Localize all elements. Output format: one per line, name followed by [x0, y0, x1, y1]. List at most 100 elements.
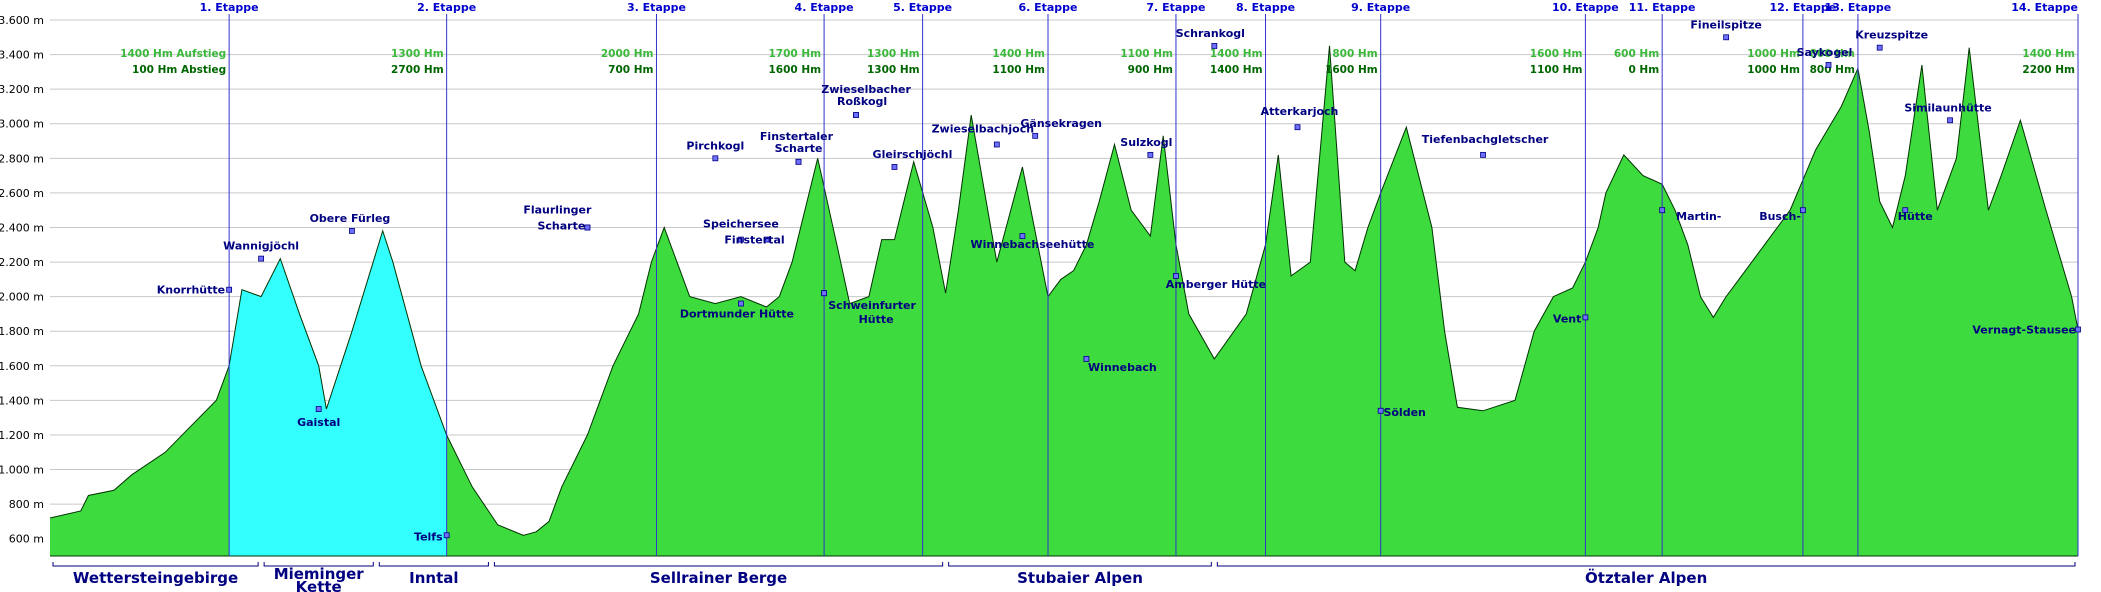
place-label: Obere Fürleg	[310, 212, 391, 225]
y-tick-label: 3.600 m	[0, 14, 44, 27]
stage-height-labels: 1400 Hm Aufstieg 100 Hm Abstieg 1300 Hm 270…	[120, 48, 2075, 76]
region-label: Sellrainer Berge	[650, 569, 787, 587]
place-labels: Knorrhütte Wannigjöchl Obere Fürleg Gaistal…	[157, 18, 2076, 543]
y-tick-label: 1.400 m	[0, 394, 44, 407]
place-marker	[1825, 62, 1832, 68]
place-marker	[1294, 124, 1301, 131]
stage-label: 9. Etappe	[1351, 1, 1410, 14]
region-label: Wettersteingebirge	[73, 569, 238, 587]
place-marker	[2075, 326, 2081, 333]
stage-descent-label: 1000 Hm	[1747, 64, 1800, 76]
stage-descent-label: 700 Hm	[608, 64, 653, 76]
place-marker	[1019, 233, 1026, 240]
stage-label: 11. Etappe	[1629, 1, 1696, 14]
stage-descent-label: 1600 Hm	[1325, 64, 1378, 76]
y-tick-label: 1.200 m	[0, 429, 44, 442]
place-marker	[891, 164, 898, 170]
place-label: Gleirschjöchl	[873, 148, 953, 161]
y-tick-label: 2.600 m	[0, 187, 44, 200]
place-markers	[226, 34, 2081, 539]
y-tick-label: 600 m	[9, 533, 44, 546]
place-marker	[226, 286, 233, 293]
elevation-outline	[49, 45, 2079, 536]
place-label: Hütte	[1898, 210, 1933, 223]
place-label: Schrankogl	[1176, 27, 1245, 40]
place-label: Sölden	[1383, 406, 1425, 419]
y-tick-label: 800 m	[9, 498, 44, 511]
stage-ascent-label: 2000 Hm	[601, 48, 654, 60]
place-label: Finstertal	[724, 234, 784, 247]
region-bracket	[493, 562, 944, 567]
stage-ascent-label: 800 Hm	[1332, 48, 1377, 60]
stage-ascent-label: 1300 Hm	[391, 48, 444, 60]
stage-ascent-label: 1400 Hm	[992, 48, 1045, 60]
y-axis-ticks: 600 m 800 m 1.000 m 1.200 m 1.400 m 1.600 m 1.…	[0, 14, 44, 546]
stage-ascent-label: 1300 Hm	[867, 48, 920, 60]
stage-descent-label: 0 Hm	[1628, 64, 1659, 76]
y-tick-label: 3.400 m	[0, 49, 44, 62]
stage-ascent-label: 1400 Hm	[2022, 48, 2075, 60]
region-brackets	[52, 562, 2076, 567]
place-label: Tiefenbachgletscher	[1422, 133, 1549, 146]
y-tick-label: 2.400 m	[0, 221, 44, 234]
elevation-area-highlight	[229, 230, 447, 556]
place-label: Scharte	[775, 142, 823, 155]
place-marker	[795, 158, 802, 165]
y-tick-label: 2.800 m	[0, 152, 44, 165]
place-label: Fineilspitze	[1690, 18, 1761, 31]
place-label: Winnebachseehütte	[971, 238, 1095, 251]
stage-labels: 1. Etappe 2. Etappe 3. Etappe 4. Etappe 5. E…	[200, 1, 2078, 14]
place-label: Roßkogl	[837, 95, 887, 108]
stage-descent-label: 1400 Hm	[1210, 64, 1263, 76]
stage-descent-label: 1600 Hm	[768, 64, 821, 76]
place-marker	[1147, 151, 1154, 158]
place-label: Vernagt-Stausee	[1972, 323, 2076, 336]
place-label: Finstertaler	[760, 130, 834, 143]
place-marker	[821, 290, 827, 297]
stage-label: 4. Etappe	[795, 1, 854, 14]
place-marker	[1723, 34, 1730, 41]
place-marker	[1902, 207, 1909, 214]
stage-ascent-label: 1700 Hm	[768, 48, 821, 60]
stage-label: 10. Etappe	[1552, 1, 1619, 14]
y-tick-label: 2.000 m	[0, 291, 44, 304]
place-marker	[993, 141, 1000, 148]
stage-descent-label: 1100 Hm	[992, 64, 1045, 76]
place-marker	[1480, 151, 1486, 158]
region-bracket	[948, 562, 1212, 567]
region-label: Inntal	[409, 569, 458, 587]
place-label: Hütte	[859, 313, 894, 326]
stage-ascent-label: 1400 Hm	[1210, 48, 1263, 60]
place-label: Schweinfurter	[828, 299, 916, 312]
place-marker	[738, 236, 744, 243]
stage-ascent-label: 800 Hm	[1810, 48, 1855, 60]
place-marker	[1211, 43, 1218, 49]
place-marker	[1582, 314, 1589, 321]
place-marker	[1032, 132, 1039, 139]
place-marker	[349, 228, 355, 234]
place-marker	[1876, 44, 1883, 51]
stage-descent-label: 900 Hm	[1128, 64, 1173, 76]
stage-label: 12. Etappe	[1770, 1, 1837, 14]
stage-label: 5. Etappe	[893, 1, 952, 14]
stage-lines	[228, 14, 2079, 556]
place-label: Sulzkogl	[1120, 136, 1172, 149]
stage-label: 7. Etappe	[1146, 1, 1205, 14]
region-bracket	[378, 562, 489, 567]
stage-label: 3. Etappe	[627, 1, 686, 14]
y-tick-label: 1.800 m	[0, 325, 44, 338]
stage-descent-label: 1300 Hm	[867, 64, 920, 76]
place-label: Kreuzspitze	[1855, 29, 1928, 42]
place-marker	[1173, 272, 1179, 279]
stage-label: 1. Etappe	[200, 1, 259, 14]
place-label: Vent	[1553, 312, 1581, 325]
stage-descent-label: 1100 Hm	[1530, 64, 1583, 76]
place-label: Similaunhütte	[1904, 101, 1991, 114]
stage-label: 6. Etappe	[1018, 1, 1077, 14]
place-label: Atterkarjoch	[1261, 105, 1339, 118]
stage-descent-label: 100 Hm Abstieg	[132, 64, 226, 76]
place-label: Saykogel	[1797, 46, 1853, 59]
place-marker	[738, 300, 744, 307]
stage-label: 8. Etappe	[1236, 1, 1295, 14]
